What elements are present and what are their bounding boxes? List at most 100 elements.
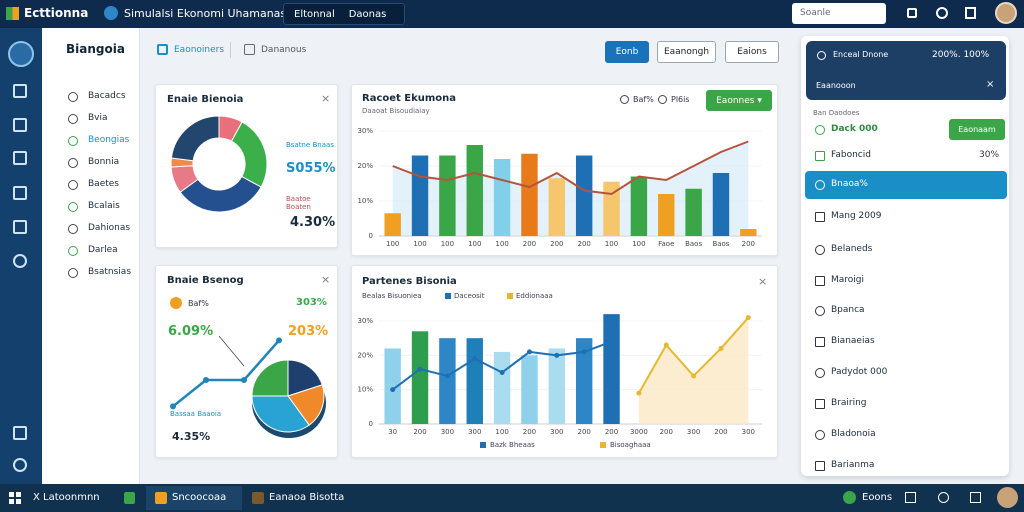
bar [575, 155, 593, 236]
point [417, 366, 423, 372]
icon[interactable] [965, 7, 976, 19]
pie-segment [230, 121, 268, 188]
bar [712, 173, 730, 236]
list-item[interactable]: Bnaoa% [805, 171, 1007, 199]
x-tick-label: 200 [523, 240, 536, 248]
nav-item[interactable]: Bvia [42, 109, 139, 129]
legend-swatch [507, 293, 513, 299]
stat-value: 4.35% [172, 430, 211, 443]
tab[interactable]: Eaonoiners [174, 45, 225, 55]
tray-icon[interactable] [970, 492, 981, 503]
tab[interactable]: Eltonnal [294, 8, 335, 20]
radio[interactable] [658, 95, 667, 104]
y-tick-label: 0 [369, 232, 373, 240]
x-tick-label: 200 [605, 428, 618, 436]
search-box[interactable]: Soanle [792, 3, 886, 24]
list-item[interactable]: Bpanca [805, 297, 1007, 325]
nav-icon[interactable] [13, 458, 27, 472]
nav-item[interactable]: Dahionas [42, 219, 139, 239]
tray-icon[interactable] [905, 492, 916, 503]
nav-icon[interactable] [13, 84, 27, 98]
point [609, 339, 615, 345]
tab-box[interactable]: Eltonnal Daonas [283, 3, 405, 25]
list-item[interactable]: Brairing [805, 390, 1007, 418]
nav-item[interactable]: Bacadcs [42, 87, 139, 107]
y-tick-label: 10% [357, 197, 373, 205]
nav-icon[interactable] [13, 254, 27, 268]
home-icon[interactable] [8, 41, 34, 67]
list-item[interactable]: Padydot 000 [805, 359, 1007, 387]
start-label[interactable]: X Latoonmnn [33, 492, 100, 503]
task-label[interactable]: Sncoocoaa [172, 492, 227, 503]
legend-label: Baf% [188, 299, 209, 308]
nav-item[interactable]: Bcalais [42, 197, 139, 217]
x-tick-label: 200 [550, 240, 563, 248]
list-item[interactable]: Bladonoia [805, 421, 1007, 449]
list-item[interactable]: Bianaeias [805, 328, 1007, 356]
nav-item[interactable]: Beongias [42, 131, 139, 151]
nav-icon [68, 158, 78, 168]
tab[interactable]: Daonas [348, 8, 387, 20]
nav-icon[interactable] [13, 426, 27, 440]
x-tick-label: 100 [468, 240, 481, 248]
list-item[interactable]: Faboncid 30% [805, 142, 1007, 170]
pie-segment [170, 115, 220, 162]
dropdown[interactable]: Eaonnes ▾ [706, 90, 772, 111]
app-icon[interactable] [124, 492, 135, 504]
nav-item[interactable]: Bsatnsias [42, 263, 139, 283]
option[interactable]: Baf% [633, 95, 654, 104]
legend-label: Bisoaghaaa [610, 441, 651, 449]
y-tick-label: 10% [357, 386, 373, 394]
nav-item[interactable]: Bonnia [42, 153, 139, 173]
bar [384, 213, 401, 236]
nav-icon[interactable] [13, 118, 27, 132]
point [472, 356, 478, 362]
icon[interactable] [907, 8, 917, 18]
nav-icon[interactable] [13, 186, 27, 200]
point [390, 387, 396, 393]
nav-item[interactable]: Baetes [42, 175, 139, 195]
list-label: Bnaoa% [831, 179, 868, 189]
list-item[interactable]: Barianma [805, 452, 1007, 480]
nav-icon[interactable] [13, 151, 27, 165]
legend-label: Eddionaaa [516, 292, 553, 300]
close-button[interactable]: × [321, 273, 331, 286]
list-label: Bladonoia [831, 429, 876, 439]
start-icon[interactable] [9, 492, 21, 504]
legend-label: Bsatne Bnaas [286, 141, 334, 149]
list-action[interactable]: Eaonaam [949, 119, 1005, 140]
avatar[interactable] [995, 2, 1017, 24]
button[interactable]: Eaanongh [657, 41, 716, 63]
list-item[interactable]: Belaneds [805, 236, 1007, 264]
tab[interactable]: Dananous [261, 45, 307, 55]
close-button[interactable]: × [758, 275, 768, 288]
tray-icon[interactable] [843, 491, 856, 504]
taskbar: X Latoonmnn Sncoocoaa Eanaoa Bisotta Eoo… [0, 484, 1024, 512]
radio[interactable] [620, 95, 629, 104]
bar-line-chart: 30% 20% 10% 0 100 100 100 100 100 200 200 200 100 100… [357, 127, 762, 248]
app-title[interactable]: Simulalsi Ekonomi Uhamanas [124, 7, 287, 20]
button[interactable]: Eonb [605, 41, 649, 63]
right-panel: Enceal Dnone 200%. 100% Eaanooon × Ban D… [801, 36, 1009, 476]
list-item[interactable]: Dack 000 Eaonaam [805, 116, 1007, 144]
list-item[interactable]: Maroigi [805, 267, 1007, 295]
icon[interactable] [936, 7, 948, 19]
stat-value: 203% [288, 324, 329, 339]
option[interactable]: Pl6is [671, 95, 690, 104]
y-tick-label: 0 [369, 420, 373, 428]
avatar[interactable] [997, 487, 1018, 508]
nav-label: Bsatnsias [88, 267, 132, 277]
x-tick-label: 100 [413, 240, 426, 248]
brand: Ecttionna [24, 6, 89, 20]
list-item[interactable]: Mang 2009 [805, 203, 1007, 231]
close-button[interactable]: × [986, 79, 995, 90]
close-button[interactable]: × [321, 92, 331, 105]
tray-label[interactable]: Eoons [862, 492, 893, 503]
nav-icon[interactable] [13, 220, 27, 234]
icon [817, 51, 826, 60]
nav-item[interactable]: Darlea [42, 241, 139, 261]
button[interactable]: Eaions [725, 41, 779, 63]
task-label[interactable]: Eanaoa Bisotta [269, 492, 345, 503]
card: Racoet Ekumona Daaoat Bisoudiaiay Baf% P… [351, 84, 778, 256]
tray-icon[interactable] [938, 492, 949, 503]
